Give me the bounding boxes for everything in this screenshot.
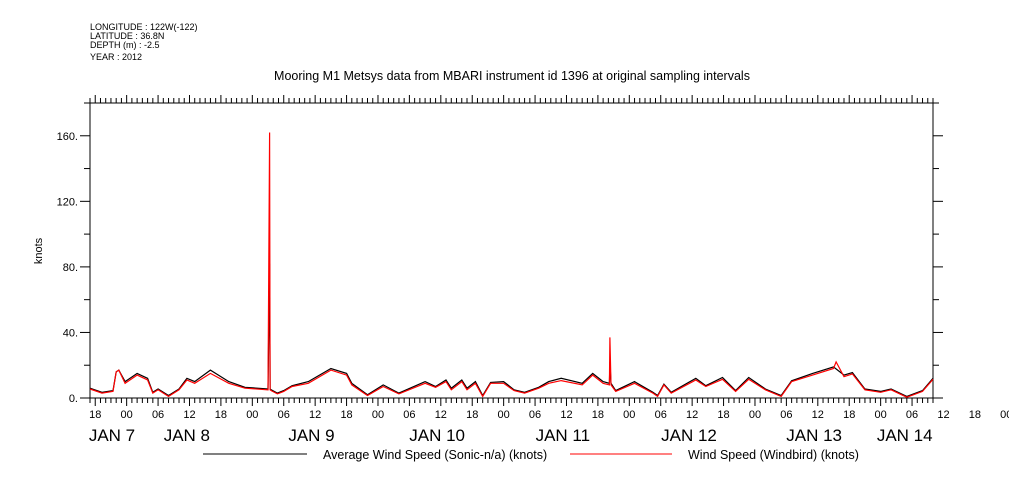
x-tick-label: 18 [717,409,729,421]
x-tick-label: 00 [875,409,887,421]
y-tick-label: 80. [63,262,78,274]
x-tick-label: 06 [906,409,918,421]
legend-label-windbird: Wind Speed (Windbird) (knots) [688,448,859,462]
x-tick-label: 12 [812,409,824,421]
series-windbird-wind-speed [89,132,934,398]
x-day-label: JAN 9 [288,426,334,445]
x-tick-label: 18 [89,409,101,421]
legend-label-average: Average Wind Speed (Sonic-n/a) (knots) [323,448,547,462]
x-tick-label: 18 [340,409,352,421]
legend: Average Wind Speed (Sonic-n/a) (knots) W… [203,448,859,462]
header-depth: DEPTH (m) : -2.5 [90,40,160,50]
header-longitude: LONGITUDE : 122W(-122) [90,22,198,32]
y-axis-label: knots [33,237,45,264]
x-tick-label: 18 [843,409,855,421]
y-tick-label: 0. [69,393,78,405]
x-tick-label: 00 [498,409,510,421]
x-tick-label: 00 [749,409,761,421]
x-day-label: JAN 7 [89,426,135,445]
x-day-label: JAN 13 [786,426,842,445]
x-tick-label: 12 [560,409,572,421]
x-tick-label: 18 [215,409,227,421]
x-day-label: JAN 8 [164,426,210,445]
x-tick-label: 12 [937,409,949,421]
header-year: YEAR : 2012 [90,52,142,62]
x-tick-label: 06 [655,409,667,421]
x-tick-label: 18 [592,409,604,421]
x-tick-label: 18 [466,409,478,421]
x-tick-label: 06 [529,409,541,421]
x-tick-label: 06 [278,409,290,421]
x-tick-label: 12 [686,409,698,421]
series-average-wind-speed [89,263,934,398]
x-tick-label: 06 [152,409,164,421]
x-tick-label: 00 [372,409,384,421]
x-tick-label: 06 [780,409,792,421]
x-day-label: JAN 12 [661,426,717,445]
x-tick-label: 06 [403,409,415,421]
y-tick-label: 120. [57,196,78,208]
x-tick-label: 12 [435,409,447,421]
y-tick-label: 40. [63,327,78,339]
x-tick-label: 12 [183,409,195,421]
x-tick-label: 12 [309,409,321,421]
chart-title: Mooring M1 Metsys data from MBARI instru… [274,69,750,83]
x-tick-label: 00 [121,409,133,421]
x-tick-label: 00 [1000,409,1009,421]
x-tick-label: 18 [969,409,981,421]
x-day-label: JAN 14 [877,426,933,445]
x-tick-label: 00 [623,409,635,421]
plot-frame [89,102,934,399]
x-day-label: JAN 11 [536,426,591,445]
header-latitude: LATITUDE : 36.8N [90,31,164,41]
x-tick-label: 00 [246,409,258,421]
x-day-label: JAN 10 [409,426,465,445]
y-tick-label: 160. [57,131,78,143]
